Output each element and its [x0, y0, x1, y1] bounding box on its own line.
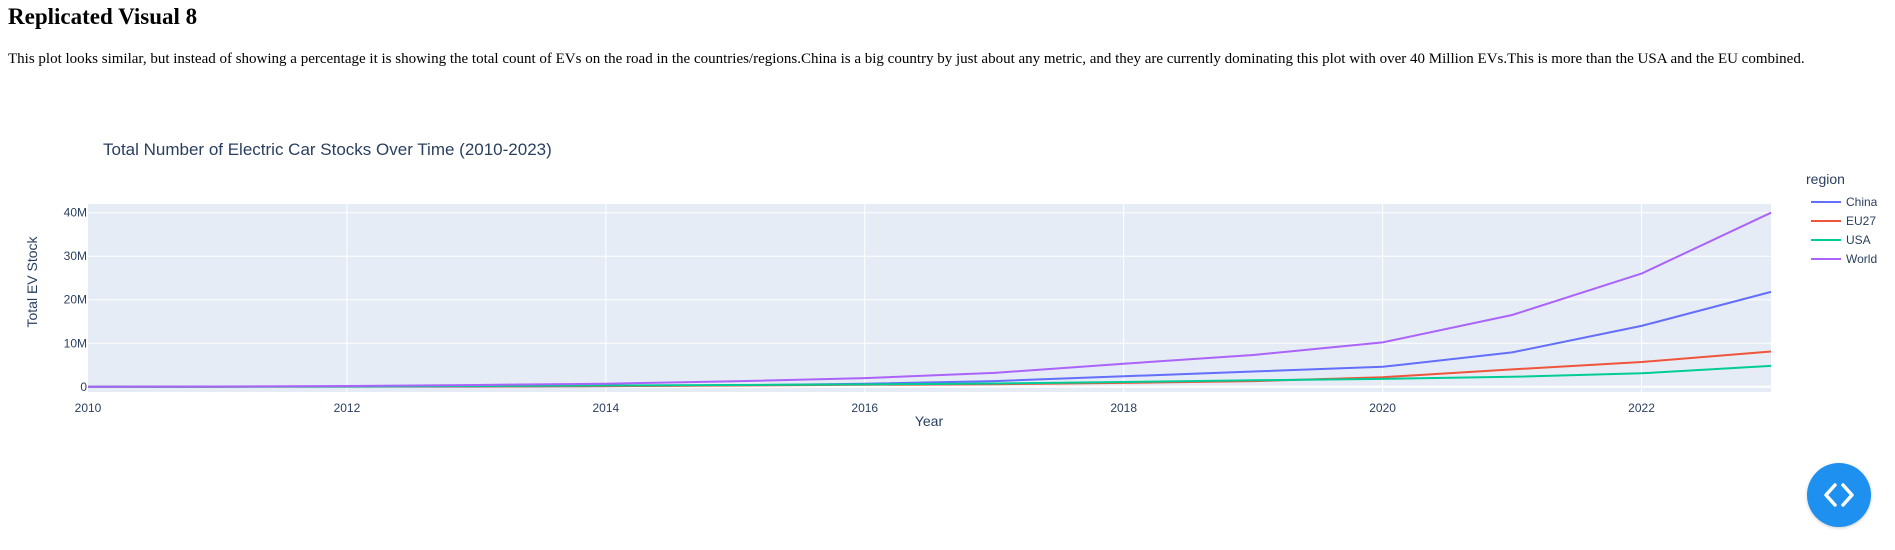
x-tick-label: 2016 — [851, 401, 878, 415]
page-heading: Replicated Visual 8 — [8, 4, 198, 29]
legend-label-china[interactable]: China — [1846, 195, 1878, 209]
y-tick-label: 10M — [64, 336, 87, 350]
x-axis-title: Year — [915, 413, 944, 429]
x-tick-label: 2020 — [1369, 401, 1396, 415]
series-lines — [87, 211, 1772, 388]
y-axis-title: Total EV Stock — [24, 235, 40, 327]
legend-label-eu27[interactable]: EU27 — [1846, 214, 1876, 228]
x-tick-label: 2012 — [334, 401, 361, 415]
line-chart: Total Number of Electric Car Stocks Over… — [24, 140, 1878, 429]
series-line-world — [87, 211, 1772, 388]
legend-title: region — [1806, 171, 1845, 187]
legend: region China EU27 USA World — [1806, 171, 1878, 266]
x-tick-label: 2018 — [1110, 401, 1137, 415]
y-tick-label: 0 — [80, 380, 87, 394]
x-tick-label: 2014 — [592, 401, 619, 415]
chart-title: Total Number of Electric Car Stocks Over… — [103, 140, 552, 159]
plot-area — [88, 204, 1771, 392]
legend-label-world[interactable]: World — [1846, 252, 1877, 266]
x-tick-label: 2010 — [75, 401, 102, 415]
code-toggle-button[interactable] — [1807, 463, 1871, 527]
y-tick-label: 20M — [64, 293, 87, 307]
legend-label-usa[interactable]: USA — [1846, 233, 1871, 247]
x-tick-label: 2022 — [1628, 401, 1655, 415]
y-tick-label: 40M — [64, 206, 87, 220]
code-icon — [1824, 483, 1854, 507]
page-description: This plot looks similar, but instead of … — [8, 51, 1805, 67]
axes: 2010 2012 2014 2016 2018 2020 2022 0 10M 20M 30M 40… — [64, 206, 1656, 415]
chart-container: Total Number of Electric Car Stocks Over… — [0, 120, 1895, 546]
y-tick-label: 30M — [64, 249, 87, 263]
